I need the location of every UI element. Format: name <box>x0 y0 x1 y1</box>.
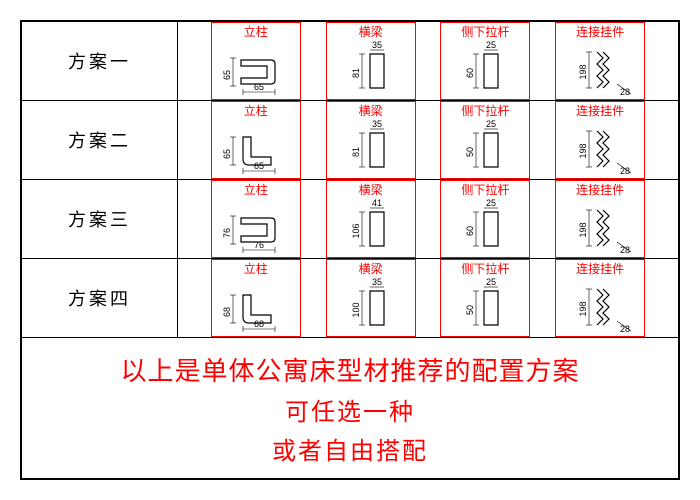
row-label: 方案二 <box>22 101 178 179</box>
svg-text:25: 25 <box>486 198 496 208</box>
svg-text:76: 76 <box>254 240 264 250</box>
table-frame: 方案一立柱 65 65 横梁 81 35 侧下拉杆 60 25 连接挂件 <box>20 20 680 480</box>
part-title: 横梁 <box>359 25 383 39</box>
part-title: 连接挂件 <box>576 104 624 118</box>
part-title: 立柱 <box>244 183 268 197</box>
part-box: 侧下拉杆 60 25 <box>440 180 530 258</box>
part-diagram: 50 25 <box>441 276 529 336</box>
svg-text:68: 68 <box>222 307 232 317</box>
svg-text:50: 50 <box>465 147 475 157</box>
part-box: 立柱 68 68 <box>211 259 301 337</box>
row-label: 方案一 <box>22 22 178 100</box>
parts-cell: 立柱 65 65 横梁 81 35 侧下拉杆 60 25 连接挂件 <box>178 22 678 100</box>
svg-text:65: 65 <box>254 161 264 171</box>
part-diagram: 198 28 <box>556 118 644 178</box>
svg-text:25: 25 <box>486 119 496 129</box>
part-box: 横梁 106 41 <box>326 180 416 258</box>
svg-text:65: 65 <box>254 82 264 92</box>
svg-text:35: 35 <box>372 119 382 129</box>
svg-text:65: 65 <box>222 149 232 159</box>
svg-text:198: 198 <box>578 64 588 79</box>
svg-text:198: 198 <box>578 143 588 158</box>
part-diagram: 65 65 <box>212 118 300 178</box>
part-diagram: 81 35 <box>327 39 415 99</box>
svg-text:50: 50 <box>465 305 475 315</box>
part-box: 立柱 65 65 <box>211 22 301 100</box>
part-diagram: 100 35 <box>327 276 415 336</box>
svg-text:68: 68 <box>254 319 264 329</box>
part-title: 横梁 <box>359 262 383 276</box>
parts-cell: 立柱 76 76 横梁 106 41 侧下拉杆 60 25 连接挂件 <box>178 180 678 258</box>
page: 方案一立柱 65 65 横梁 81 35 侧下拉杆 60 25 连接挂件 <box>0 0 700 500</box>
part-title: 立柱 <box>244 262 268 276</box>
svg-text:76: 76 <box>222 228 232 238</box>
part-box: 连接挂件 198 28 <box>555 180 645 258</box>
svg-text:65: 65 <box>222 70 232 80</box>
part-box: 立柱 76 76 <box>211 180 301 258</box>
svg-text:35: 35 <box>372 277 382 287</box>
svg-text:198: 198 <box>578 222 588 237</box>
part-box: 横梁 100 35 <box>326 259 416 337</box>
part-diagram: 76 76 <box>212 197 300 257</box>
svg-text:35: 35 <box>372 40 382 50</box>
footer-line2: 可任选一种 <box>285 392 415 427</box>
svg-text:25: 25 <box>486 277 496 287</box>
part-diagram: 68 68 <box>212 276 300 336</box>
svg-text:41: 41 <box>372 198 382 208</box>
svg-text:106: 106 <box>351 223 361 238</box>
part-box: 连接挂件 198 28 <box>555 22 645 100</box>
footer-line1: 以上是单体公寓床型材推荐的配置方案 <box>120 351 579 388</box>
svg-text:28: 28 <box>620 87 630 97</box>
svg-text:28: 28 <box>620 324 630 334</box>
part-box: 横梁 81 35 <box>326 101 416 179</box>
part-box: 横梁 81 35 <box>326 22 416 100</box>
svg-text:81: 81 <box>351 68 361 78</box>
svg-text:81: 81 <box>351 147 361 157</box>
table-row: 方案二立柱 65 65 横梁 81 35 侧下拉杆 50 25 连接挂件 <box>22 101 678 180</box>
part-title: 横梁 <box>359 183 383 197</box>
part-title: 连接挂件 <box>576 25 624 39</box>
part-diagram: 198 28 <box>556 197 644 257</box>
part-title: 横梁 <box>359 104 383 118</box>
part-title: 侧下拉杆 <box>461 183 509 197</box>
table-row: 方案一立柱 65 65 横梁 81 35 侧下拉杆 60 25 连接挂件 <box>22 22 678 101</box>
part-diagram: 60 25 <box>441 197 529 257</box>
parts-cell: 立柱 68 68 横梁 100 35 侧下拉杆 50 25 连接挂件 <box>178 259 678 337</box>
row-label: 方案三 <box>22 180 178 258</box>
part-box: 立柱 65 65 <box>211 101 301 179</box>
part-box: 侧下拉杆 50 25 <box>440 101 530 179</box>
svg-text:28: 28 <box>620 245 630 255</box>
table-row: 方案三立柱 76 76 横梁 106 41 侧下拉杆 60 25 连接挂件 <box>22 180 678 259</box>
part-title: 立柱 <box>244 25 268 39</box>
part-box: 连接挂件 198 28 <box>555 259 645 337</box>
svg-text:100: 100 <box>351 302 361 317</box>
part-title: 侧下拉杆 <box>461 25 509 39</box>
svg-text:60: 60 <box>465 226 475 236</box>
part-box: 侧下拉杆 50 25 <box>440 259 530 337</box>
part-diagram: 60 25 <box>441 39 529 99</box>
table-row: 方案四立柱 68 68 横梁 100 35 侧下拉杆 50 25 连接挂件 <box>22 259 678 338</box>
part-box: 侧下拉杆 60 25 <box>440 22 530 100</box>
part-diagram: 106 41 <box>327 197 415 257</box>
part-title: 连接挂件 <box>576 262 624 276</box>
part-diagram: 198 28 <box>556 39 644 99</box>
svg-text:25: 25 <box>486 40 496 50</box>
row-label: 方案四 <box>22 259 178 337</box>
svg-text:198: 198 <box>578 301 588 316</box>
part-title: 立柱 <box>244 104 268 118</box>
parts-cell: 立柱 65 65 横梁 81 35 侧下拉杆 50 25 连接挂件 <box>178 101 678 179</box>
part-title: 侧下拉杆 <box>461 262 509 276</box>
svg-text:60: 60 <box>465 68 475 78</box>
part-box: 连接挂件 198 28 <box>555 101 645 179</box>
svg-text:28: 28 <box>620 166 630 176</box>
footer-note: 以上是单体公寓床型材推荐的配置方案可任选一种或者自由搭配 <box>22 338 678 478</box>
part-title: 侧下拉杆 <box>461 104 509 118</box>
part-diagram: 65 65 <box>212 39 300 99</box>
footer-line3: 或者自由搭配 <box>272 431 428 466</box>
part-title: 连接挂件 <box>576 183 624 197</box>
part-diagram: 198 28 <box>556 276 644 336</box>
part-diagram: 81 35 <box>327 118 415 178</box>
part-diagram: 50 25 <box>441 118 529 178</box>
